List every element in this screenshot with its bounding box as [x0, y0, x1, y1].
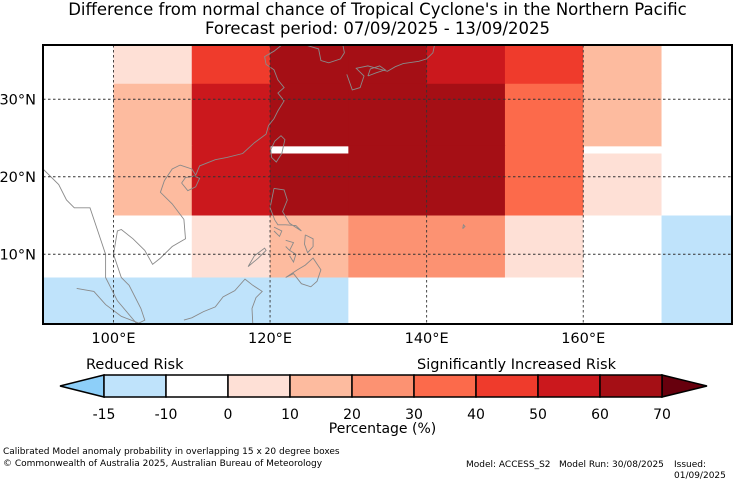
risk-cell: [113, 83, 193, 147]
colorbar-tick-label: -15: [92, 407, 116, 423]
footer-model-run: Model Run: 30/08/2025: [559, 460, 664, 470]
coastline: [273, 226, 283, 238]
colorbar-segment: [599, 374, 663, 398]
risk-cell: [583, 215, 663, 279]
risk-cell: [348, 45, 428, 85]
risk-cell: [661, 45, 732, 85]
chart-title: Difference from normal chance of Tropica…: [68, 0, 687, 19]
risk-cell: [113, 145, 193, 217]
coastline: [289, 250, 297, 264]
coastline: [367, 65, 387, 77]
lat-tick-label: 20°N: [0, 170, 36, 186]
colorbar-segment: [165, 374, 229, 398]
lat-tick-label: 10°N: [0, 247, 36, 263]
risk-cell: [270, 153, 349, 217]
risk-cell: [426, 45, 506, 85]
lon-tick-label: 160°E: [561, 331, 605, 347]
coastline: [179, 45, 285, 177]
coastline: [285, 239, 295, 252]
risk-cell: [191, 215, 271, 279]
colorbar-segment: [413, 374, 477, 398]
lon-tick-label: 140°E: [405, 331, 449, 347]
footer-model: Model: ACCESS_S2: [466, 460, 551, 470]
coastline: [269, 187, 302, 232]
footer-copyright: © Commonwealth of Australia 2025, Austra…: [3, 459, 323, 469]
risk-cell: [43, 83, 115, 147]
risk-cell: [504, 83, 584, 147]
colorbar-xlabel: Percentage (%): [328, 421, 437, 437]
risk-cell: [583, 83, 663, 147]
colorbar-tick-label: 70: [653, 407, 671, 423]
colorbar-segment: [475, 374, 539, 398]
lon-tick-label: 120°E: [248, 331, 292, 347]
risk-cell: [191, 145, 271, 217]
forecast-period: Forecast period: 07/09/2025 - 13/09/2025: [204, 19, 551, 38]
coastline: [183, 278, 263, 324]
footer-method: Calibrated Model anomaly probability in …: [3, 447, 340, 457]
map-frame: [42, 44, 733, 325]
footer-issued: Issued: 01/09/2025: [674, 460, 726, 481]
risk-cell: [661, 277, 732, 324]
coastline: [270, 135, 286, 163]
coastline: [462, 223, 466, 230]
risk-map: 100°E 120°E 140°E 160°E 10°N 20°N 30°N: [0, 44, 733, 398]
risk-cell: [426, 215, 506, 279]
increased-risk-label: Significantly Increased Risk: [417, 357, 616, 373]
risk-cell: [661, 215, 732, 279]
colorbar-tick-label: 40: [467, 407, 485, 423]
risk-cell: [113, 215, 193, 279]
risk-cell: [191, 83, 271, 147]
risk-cell: [270, 215, 349, 279]
colorbar-tick-label: 10: [281, 407, 299, 423]
risk-cell: [43, 45, 115, 85]
colorbar-segment: [103, 374, 167, 398]
coastline: [181, 175, 201, 192]
risk-cell: [348, 277, 663, 324]
risk-cell: [583, 153, 663, 217]
coastline: [247, 247, 267, 267]
coastline: [285, 257, 322, 288]
lat-tick-label: 30°N: [0, 92, 36, 108]
risk-cell: [43, 215, 115, 279]
colorbar-tick-label: 0: [223, 407, 233, 423]
risk-cell: [426, 83, 506, 147]
colorbar-tick-label: -10: [154, 407, 178, 423]
coastline: [305, 45, 345, 64]
risk-cell: [661, 83, 732, 147]
colorbar-segment: [227, 374, 291, 398]
risk-cell: [504, 45, 584, 85]
colorbar-tick-label: 30: [405, 407, 423, 423]
risk-cell: [113, 45, 193, 85]
coastline: [346, 45, 435, 91]
risk-cell: [43, 145, 115, 217]
risk-cell: [661, 153, 732, 217]
colorbar-tick-label: 60: [591, 407, 609, 423]
colorbar-tick-label: 20: [343, 407, 361, 423]
risk-cell: [191, 45, 271, 85]
coastline: [304, 234, 314, 254]
risk-cell: [43, 277, 349, 324]
risk-cell: [348, 83, 428, 147]
colorbar-over-arrow: [661, 374, 708, 398]
risk-cell: [426, 145, 506, 217]
colorbar-segment: [351, 374, 415, 398]
colorbar-segment: [289, 374, 353, 398]
reduced-risk-label: Reduced Risk: [86, 357, 184, 373]
lon-tick-label: 100°E: [91, 331, 135, 347]
risk-cell: [504, 215, 584, 279]
risk-cell: [583, 45, 663, 85]
colorbar-under-arrow: [59, 374, 105, 398]
colorbar-segment: [537, 374, 601, 398]
risk-cell: [348, 145, 428, 217]
risk-cell: [270, 83, 349, 147]
risk-cell: [504, 145, 584, 217]
risk-cell: [348, 215, 428, 279]
risk-cell: [270, 45, 349, 85]
colorbar-tick-label: 50: [529, 407, 547, 423]
